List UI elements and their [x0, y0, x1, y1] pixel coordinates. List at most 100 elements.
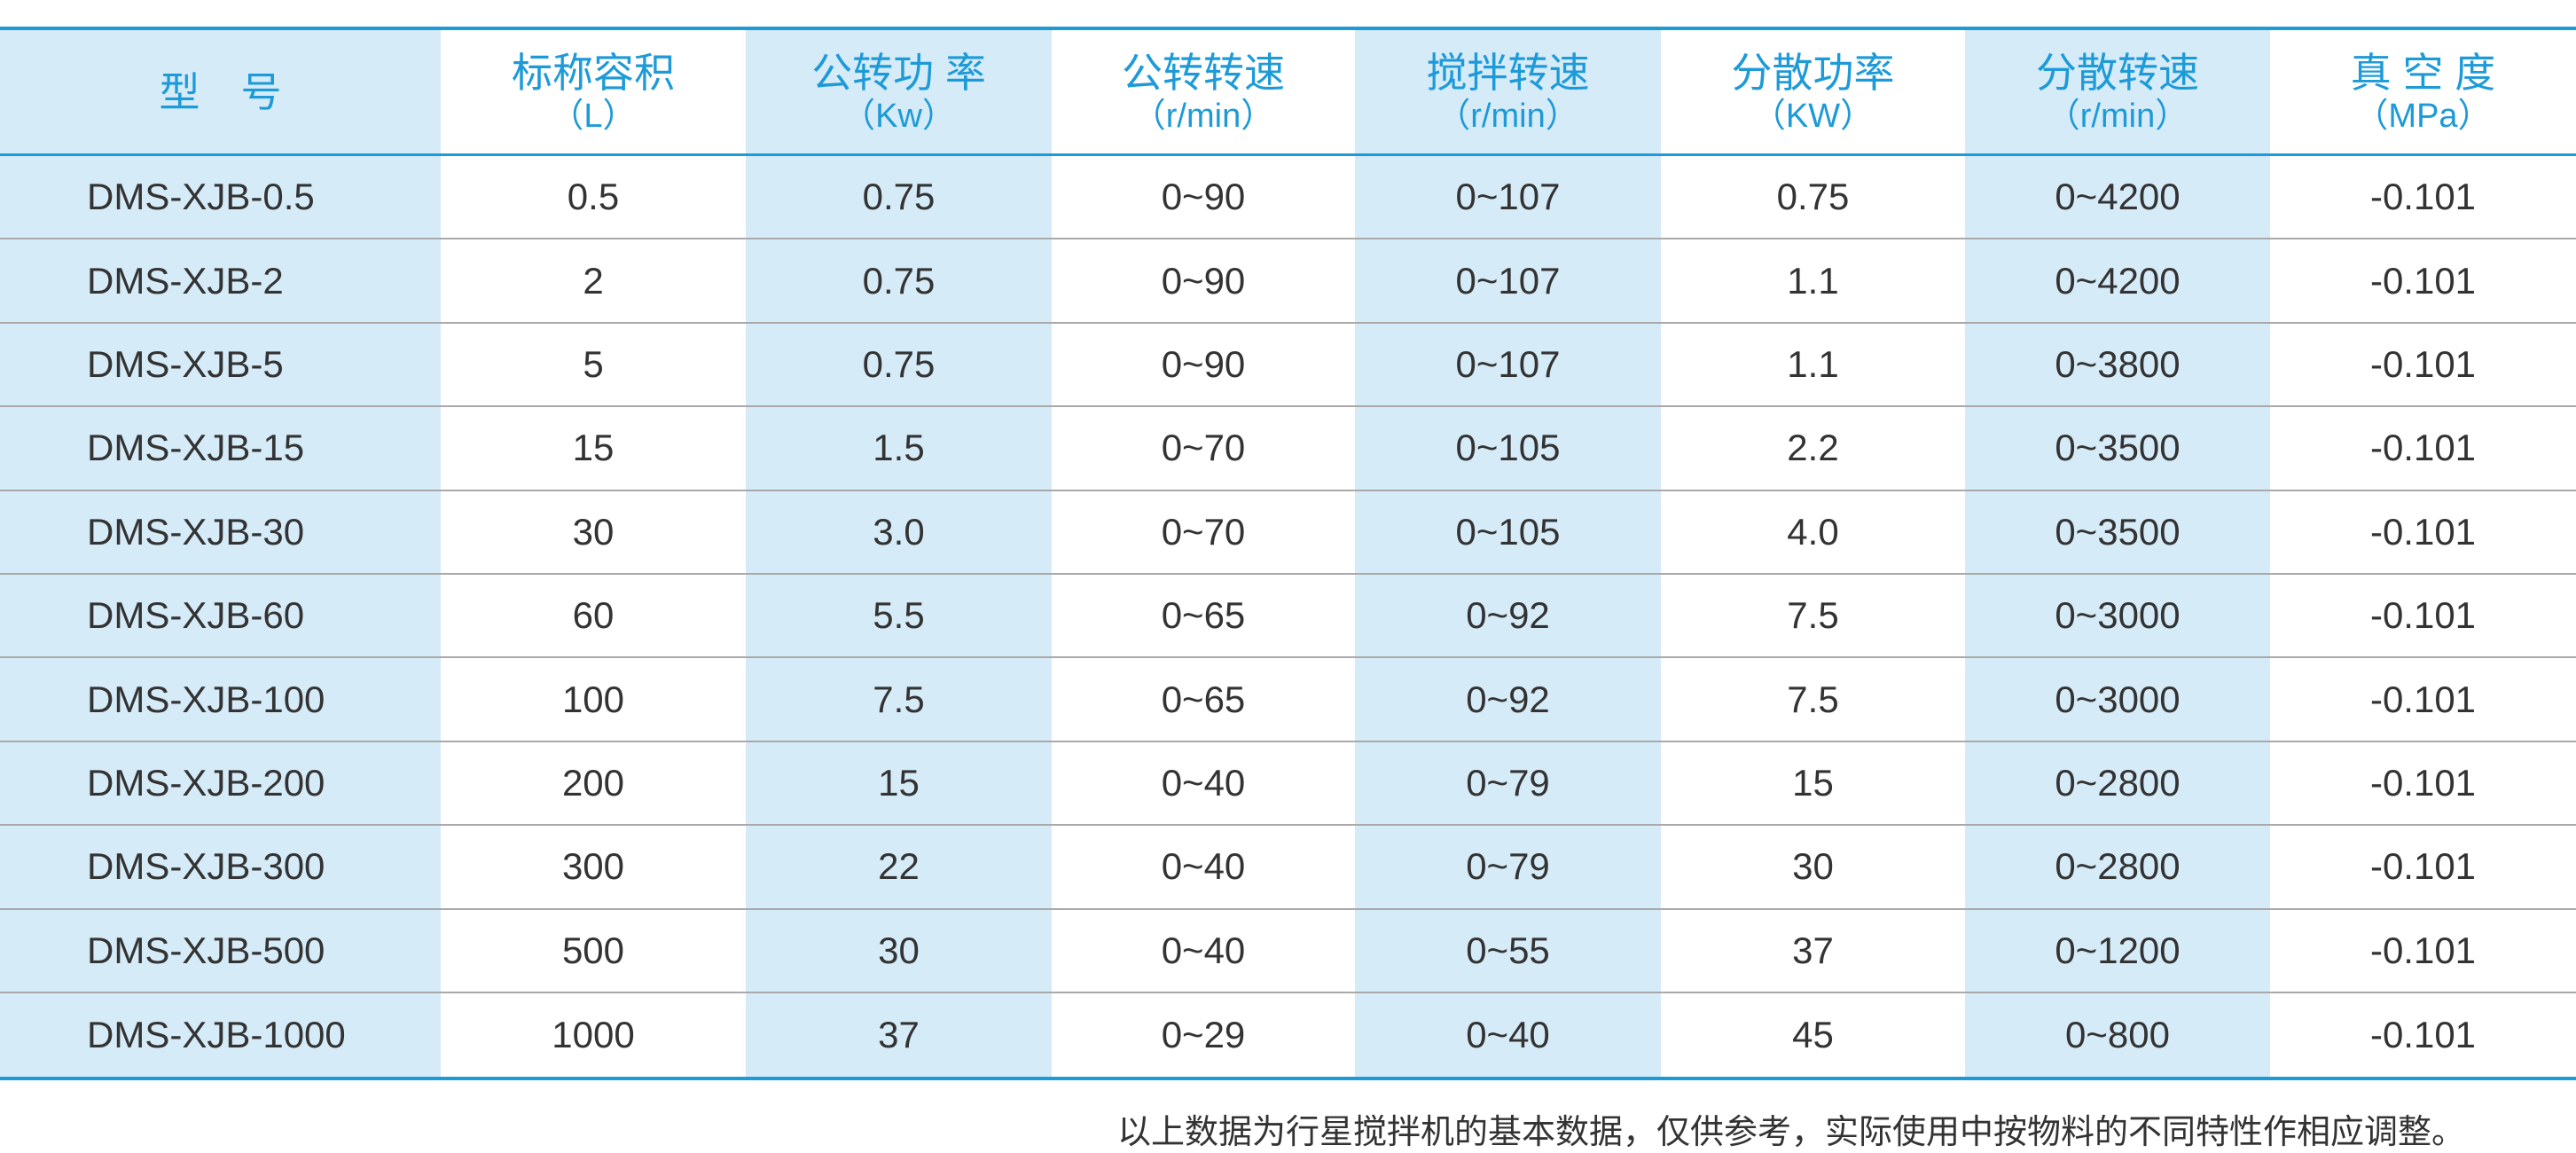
table-row: DMS-XJB-5 5 0.75 0~90 0~107 1.1 0~3800 -0.101 — [0, 323, 2576, 408]
table-cell: -0.101 — [2369, 427, 2477, 469]
table-cell: 3.0 — [746, 490, 1052, 573]
table-cell: 15 — [746, 741, 1052, 825]
table-cell: 0~105 — [1355, 490, 1661, 573]
table-cell: 5.5 — [746, 574, 1052, 657]
table-cell: DMS-XJB-60 — [0, 574, 441, 657]
table-cell: 0.75 — [746, 239, 1052, 322]
table-cell: 0~1200 — [1965, 909, 2270, 992]
header-unit: （MPa） — [2354, 97, 2492, 135]
header-title: 搅拌转速 — [1426, 49, 1590, 96]
table-cell: 0~4200 — [1965, 156, 2270, 239]
header-cell: 公转转速 （r/min） — [1052, 30, 1355, 153]
table-cell: 7.5 — [1787, 594, 1839, 637]
table-cell: 0~40 — [1161, 929, 1246, 971]
table-cell: DMS-XJB-200 — [0, 741, 441, 825]
table-cell: 0~3500 — [1965, 490, 2270, 573]
table-row: DMS-XJB-1000 1000 37 0~29 0~40 45 0~800 -0.101 — [0, 992, 2576, 1078]
table-cell: 7.5 — [746, 658, 1052, 741]
table-cell: 0~79 — [1355, 741, 1661, 825]
table-cell: DMS-XJB-15 — [0, 407, 441, 490]
table-cell: 4.0 — [1787, 510, 1839, 553]
table-row: DMS-XJB-0.5 0.5 0.75 0~90 0~107 0.75 0~4200 -0.… — [0, 156, 2576, 240]
table-row: DMS-XJB-2 2 0.75 0~90 0~107 1.1 0~4200 -0.101 — [0, 239, 2576, 324]
table-cell: -0.101 — [2369, 761, 2477, 804]
table-cell: 0~90 — [1161, 176, 1246, 218]
table-cell: -0.101 — [2369, 678, 2477, 720]
table-cell: 0.75 — [746, 323, 1052, 406]
table-row: DMS-XJB-30 30 3.0 0~70 0~105 4.0 0~3500 -0.101 — [0, 490, 2576, 575]
header-unit: （r/min） — [2046, 97, 2189, 135]
table-cell: 0~4200 — [1965, 239, 2270, 322]
table-cell: 2.2 — [1787, 427, 1839, 469]
table-cell: 60 — [572, 594, 615, 637]
table-cell: 0~90 — [1161, 342, 1246, 385]
table-cell: 0~65 — [1161, 594, 1246, 637]
table-cell: -0.101 — [2369, 259, 2477, 302]
header-cell: 分散转速 （r/min） — [1965, 30, 2270, 153]
header-title: 标称容积 — [512, 49, 675, 96]
table-cell: 300 — [561, 845, 625, 888]
table-cell: 200 — [561, 761, 625, 804]
table-cell: 0~40 — [1355, 992, 1661, 1078]
table-cell: 0~65 — [1161, 678, 1246, 720]
table-cell: -0.101 — [2369, 845, 2477, 888]
table-cell: 7.5 — [1787, 678, 1839, 720]
table-cell: DMS-XJB-100 — [0, 658, 441, 741]
header-cell: 公转功 率（Kw） — [746, 30, 1052, 153]
table-cell: 22 — [746, 826, 1052, 908]
header-unit: （r/min） — [1131, 97, 1275, 135]
table-cell: 0.75 — [746, 156, 1052, 239]
table-cell: 1.1 — [1787, 342, 1839, 385]
table-cell: -0.101 — [2369, 929, 2477, 971]
table-row: DMS-XJB-500 500 30 0~40 0~55 37 0~1200 -0.101 — [0, 909, 2576, 993]
header-cell: 分散功率 （KW） — [1661, 30, 1965, 153]
table-cell: 500 — [561, 929, 625, 971]
table-cell: 0~92 — [1355, 658, 1661, 741]
table-cell: 0~90 — [1161, 259, 1246, 302]
table-cell: 0~105 — [1355, 407, 1661, 490]
header-title: 型 号 — [159, 68, 282, 115]
table-cell: DMS-XJB-0.5 — [0, 156, 441, 239]
table-cell: 15 — [572, 427, 615, 469]
table-cell: 0~800 — [1965, 992, 2270, 1078]
table-cell: 15 — [1792, 761, 1834, 804]
header-title: 分散转速 — [2036, 49, 2199, 96]
table-cell: 0~79 — [1355, 826, 1661, 908]
header-unit: （KW） — [1751, 97, 1875, 135]
header-cell: 型 号 — [0, 30, 441, 153]
table-cell: -0.101 — [2369, 176, 2477, 218]
table-cell: 0~107 — [1355, 323, 1661, 406]
table-cell: 0~2800 — [1965, 826, 2270, 908]
table-row: DMS-XJB-300 300 22 0~40 0~79 30 0~2800 -0.101 — [0, 826, 2576, 910]
table-cell: 5 — [583, 342, 604, 385]
header-cell: 标称容积 （L） — [441, 30, 746, 153]
table-cell: DMS-XJB-5 — [0, 323, 441, 406]
table-cell: 37 — [746, 992, 1052, 1078]
table-cell: DMS-XJB-500 — [0, 909, 441, 992]
table-cell: 0.5 — [567, 176, 620, 218]
table-row: DMS-XJB-200 200 15 0~40 0~79 15 0~2800 -0.101 — [0, 741, 2576, 827]
header-unit: （L） — [550, 97, 637, 135]
table-cell: 0~107 — [1355, 239, 1661, 322]
table-cell: 0~70 — [1161, 427, 1246, 469]
header-title: 公转转速 — [1122, 49, 1285, 96]
header-title: 真 空 度 — [2350, 49, 2496, 96]
header-unit: （Kw） — [842, 97, 956, 135]
table-cell: 1.5 — [746, 407, 1052, 490]
table-cell: 30 — [572, 510, 615, 553]
table-cell: -0.101 — [2369, 594, 2477, 637]
header-row: 型 号标称容积 （L） 公转功 率（Kw） 公转转速 （r/min） 搅拌转速 （r/min… — [0, 30, 2576, 156]
table-cell: 0~3000 — [1965, 658, 2270, 741]
table-cell: 0~2800 — [1965, 741, 2270, 825]
table-cell: 0~3000 — [1965, 574, 2270, 657]
table-cell: -0.101 — [2369, 1014, 2477, 1056]
table-cell: DMS-XJB-30 — [0, 490, 441, 573]
header-cell: 搅拌转速 （r/min） — [1355, 30, 1661, 153]
table-cell: DMS-XJB-300 — [0, 826, 441, 908]
spec-table: 型 号标称容积 （L） 公转功 率（Kw） 公转转速 （r/min） 搅拌转速 （r/min… — [0, 27, 2576, 1081]
table-cell: 45 — [1792, 1014, 1834, 1056]
table-cell: 30 — [1792, 845, 1834, 888]
table-cell: 1.1 — [1787, 259, 1839, 302]
table-cell: 0.75 — [1776, 176, 1850, 218]
table-cell: 0~40 — [1161, 761, 1246, 804]
